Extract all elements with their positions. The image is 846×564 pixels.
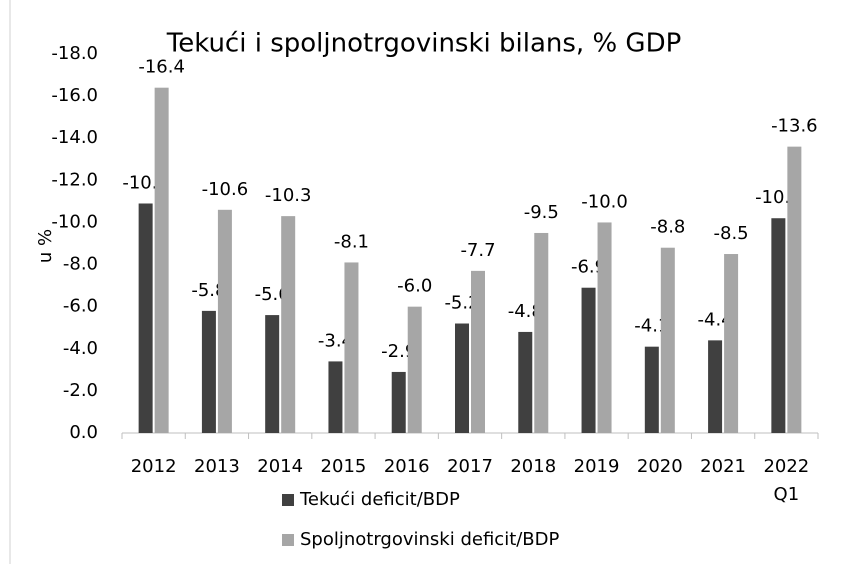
bar [201,310,216,433]
bar [660,247,675,433]
bar [518,331,533,433]
x-tick-label: 2020 [637,456,683,477]
data-label: -2.9 [381,341,416,362]
bar [407,306,422,433]
data-label: -9.5 [524,202,559,223]
bar [328,361,343,433]
bar [644,346,659,433]
bar [787,146,802,433]
x-tick-label: 2021 [700,456,746,477]
x-tick-label: 2019 [574,456,620,477]
data-label: -6.0 [397,276,432,297]
y-tick-label: -8.0 [63,254,98,275]
data-label: -5.2 [444,293,479,314]
x-tick-label: 2016 [384,456,430,477]
y-tick-label: -18.0 [51,43,98,64]
bar [724,254,739,433]
x-tick-label: 2018 [510,456,556,477]
data-label: -8.5 [714,223,749,244]
y-tick-label: -14.0 [51,127,98,148]
bar [265,315,280,433]
data-label: -4.4 [698,309,733,330]
chart-title: Tekući i spoljnotrgovinski bilans, % GDP [166,29,682,59]
bar [534,232,549,433]
data-label: -13.6 [771,116,818,137]
bar [597,222,612,433]
bar [138,203,153,433]
data-label: -4.1 [634,316,669,337]
x-tick-label: 2012 [131,456,177,477]
data-label: -8.8 [650,217,685,238]
x-tick-label: 2017 [447,456,493,477]
data-label: -3.4 [318,330,353,351]
data-label: -5.8 [191,280,226,301]
legend-swatch [282,534,294,546]
bar [391,371,406,433]
y-tick-label: 0.0 [69,422,98,443]
data-label: -10.6 [202,179,249,200]
bar [471,270,485,433]
bar [771,218,786,433]
bar [344,262,359,433]
y-axis-label: u % [35,229,56,263]
data-label: -4.8 [508,301,543,322]
legend-label: Tekući deficit/BDP [299,489,460,510]
data-label: -10.0 [581,191,628,212]
bar [581,287,596,433]
data-label: -5.6 [255,284,290,305]
bar [154,87,169,433]
bar [455,323,469,433]
data-label: -7.7 [460,240,495,261]
legend-swatch [282,494,294,506]
bar [708,340,723,433]
x-tick-label: 2013 [194,456,240,477]
y-tick-label: -10.0 [51,211,98,232]
data-label: -10.3 [265,185,312,206]
y-tick-label: -6.0 [63,296,98,317]
bar [281,216,296,433]
legend-label: Spoljnotrgovinski deficit/BDP [300,529,560,550]
x-tick-label: 2014 [257,456,303,477]
y-tick-label: -4.0 [63,338,98,359]
y-tick-label: -2.0 [63,380,98,401]
y-tick-label: -16.0 [51,85,98,106]
y-tick-label: -12.0 [51,169,98,190]
data-label: -16.4 [138,57,185,78]
data-label: -6.9 [571,257,606,278]
data-label: -8.1 [334,231,369,252]
x-tick-label: 2022 Q1 [763,456,809,505]
bar [217,209,232,433]
x-tick-label: 2015 [321,456,367,477]
